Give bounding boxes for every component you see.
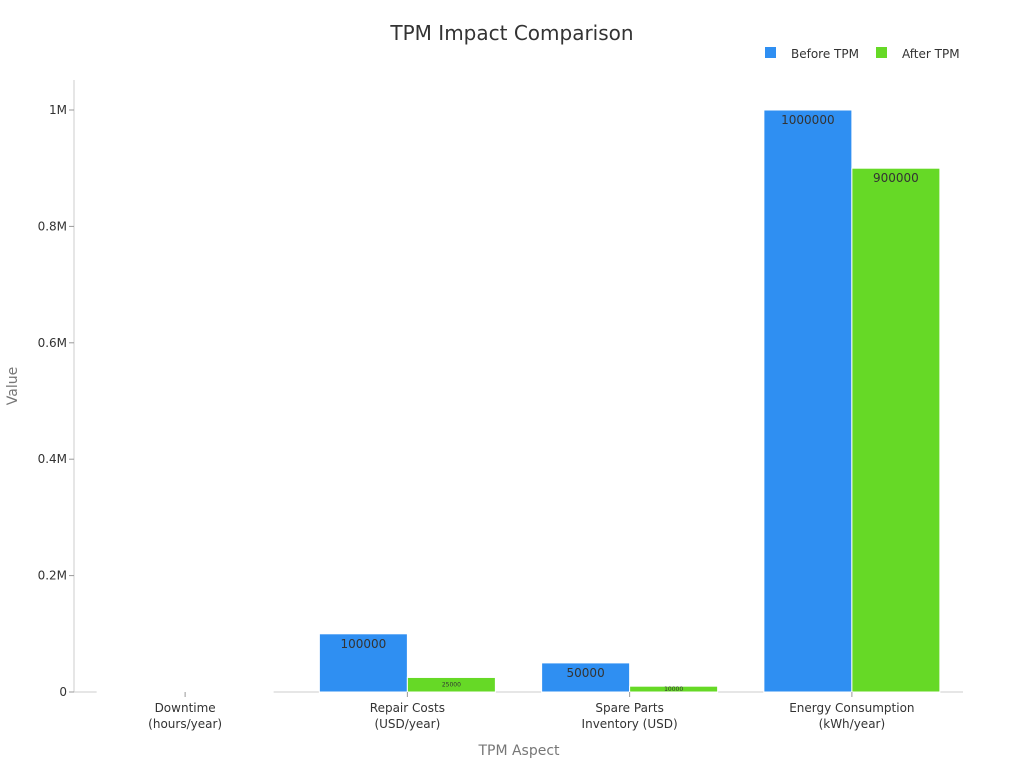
x-tick-label: Energy Consumption (kWh/year) [789,701,914,731]
bar-value-label: 25000 [442,682,461,689]
x-tick-label-line: (hours/year) [148,717,222,731]
x-axis-title: TPM Aspect [477,743,560,759]
bars: 100000 25000 50000 10000 1000000 900000 [96,109,941,693]
legend-label-before: Before TPM [791,47,859,61]
bar-value-label: 100000 [340,637,386,651]
x-tick-label-line: Inventory (USD) [582,717,678,731]
x-tick-label: Downtime (hours/year) [148,701,222,731]
x-tick-label: Spare Parts Inventory (USD) [582,701,678,731]
y-tick-label: 1M [49,103,67,117]
y-tick-label: 0.4M [38,452,67,466]
bar-after [629,685,719,693]
bar-value-label: 50000 [567,666,605,680]
x-ticks: Downtime (hours/year) Repair Costs (USD/yea… [148,692,915,731]
bar-before [541,662,631,693]
y-tick-label: 0.6M [38,336,67,350]
x-tick-label-line: Energy Consumption [789,701,914,715]
legend: Before TPM After TPM [765,47,960,61]
bar-after [851,167,941,693]
legend-swatch-before [765,47,776,58]
bar-after [406,676,496,693]
bar-value-label: 900000 [873,171,919,185]
legend-swatch-after [876,47,887,58]
bar-value-label: 10000 [664,686,683,693]
chart-title: TPM Impact Comparison [389,21,633,45]
x-tick-label-line: Repair Costs [370,701,445,715]
x-tick-label-line: (USD/year) [374,717,440,731]
bar-before [318,633,408,693]
x-tick-label-line: (kWh/year) [819,717,886,731]
y-tick-label: 0.8M [38,219,67,233]
x-tick-label-line: Downtime [155,701,216,715]
y-tick-label: 0.2M [38,569,67,583]
y-ticks: 0 0.2M 0.4M 0.6M 0.8M 1M [38,103,74,699]
x-tick-label-line: Spare Parts [595,701,663,715]
bar-before [763,109,853,693]
bar-value-label: 1000000 [781,113,834,127]
y-tick-label: 0 [59,685,67,699]
legend-label-after: After TPM [902,47,960,61]
x-tick-label: Repair Costs (USD/year) [370,701,445,731]
y-axis-title: Value [5,367,21,405]
